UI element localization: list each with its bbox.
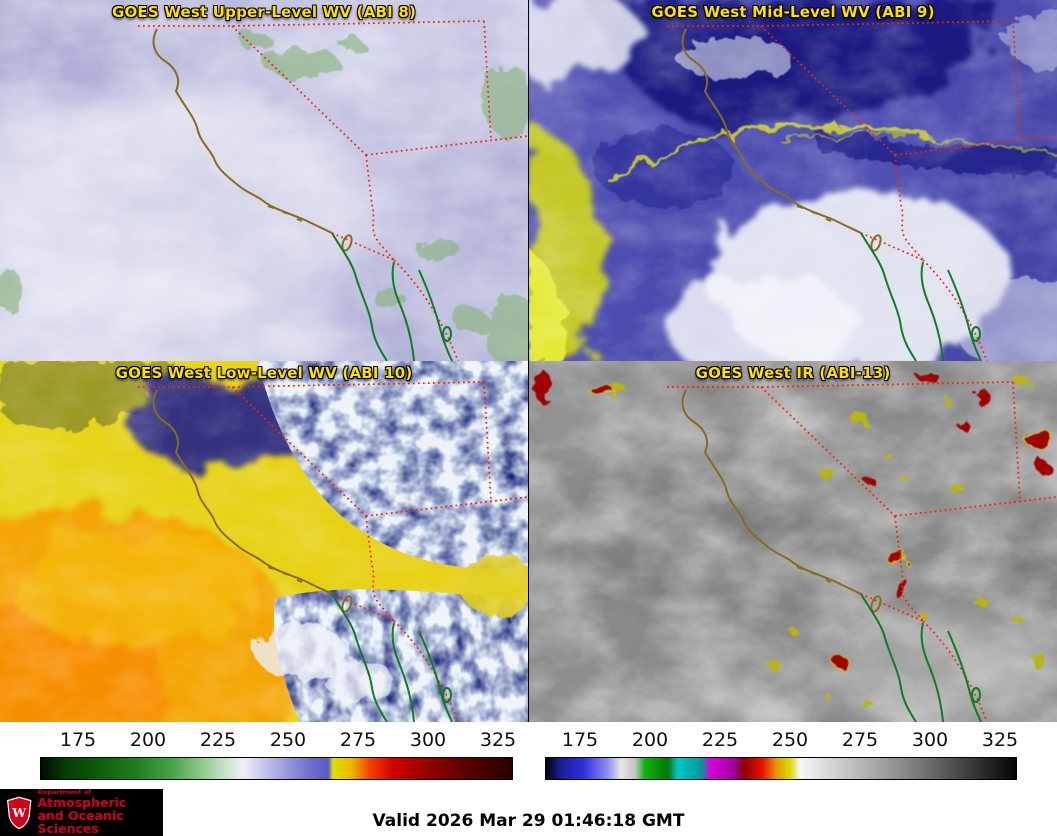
tick-label: 200 bbox=[631, 729, 669, 751]
dry-air-green-patches bbox=[0, 31, 528, 361]
tick-label: 275 bbox=[339, 729, 377, 751]
tick-label: 300 bbox=[409, 729, 447, 751]
logo-name-line1: Atmospheric bbox=[37, 795, 127, 811]
satellite-image-upper-wv bbox=[0, 0, 528, 361]
wv-colorbar-ticks: 175 200 225 250 275 300 325 bbox=[40, 729, 516, 753]
ir-colorbar-ticks: 175 200 225 250 275 300 325 bbox=[545, 729, 1018, 753]
tick-label: 225 bbox=[199, 729, 237, 751]
tick-label: 300 bbox=[911, 729, 949, 751]
ir-colorbar bbox=[545, 757, 1017, 780]
tick-label: 325 bbox=[981, 729, 1019, 751]
tick-label: 175 bbox=[561, 729, 599, 751]
tick-label: 225 bbox=[701, 729, 739, 751]
uw-crest-shield-icon: W bbox=[6, 796, 32, 829]
tick-label: 325 bbox=[479, 729, 517, 751]
colorbar-section: 175 200 225 250 275 300 325 175 200 225 … bbox=[0, 722, 1057, 789]
tick-label: 275 bbox=[841, 729, 879, 751]
panel-upper-level-wv: GOES West Upper-Level WV (ABI 8) bbox=[0, 0, 528, 361]
quadpanel-grid: GOES West Upper-Level WV (ABI 8) bbox=[0, 0, 1057, 722]
logo-name-line2: and Oceanic Sciences bbox=[37, 808, 124, 836]
satellite-image-ir bbox=[529, 361, 1057, 722]
tick-label: 175 bbox=[59, 729, 97, 751]
valid-timestamp: Valid 2026 Mar 29 01:46:18 GMT bbox=[372, 811, 685, 831]
tick-label: 250 bbox=[771, 729, 809, 751]
tick-label: 250 bbox=[269, 729, 307, 751]
panel-ir: GOES West IR (ABI-13) bbox=[529, 361, 1057, 722]
uw-aos-logo: W Department of Atmospheric and Oceanic … bbox=[0, 789, 163, 836]
svg-text:W: W bbox=[11, 805, 27, 820]
panel-mid-level-wv: GOES West Mid-Level WV (ABI 9) bbox=[529, 0, 1057, 361]
panel-low-level-wv: GOES West Low-Level WV (ABI 10) bbox=[0, 361, 528, 722]
tick-label: 200 bbox=[129, 729, 167, 751]
cold-cloud-top-markers bbox=[534, 369, 1052, 706]
satellite-image-low-wv bbox=[0, 361, 528, 722]
logo-dept-label: Department of bbox=[37, 788, 92, 797]
satellite-image-mid-wv bbox=[529, 0, 1057, 361]
footer: W Department of Atmospheric and Oceanic … bbox=[0, 789, 1057, 836]
wv-colorbar bbox=[40, 757, 513, 780]
